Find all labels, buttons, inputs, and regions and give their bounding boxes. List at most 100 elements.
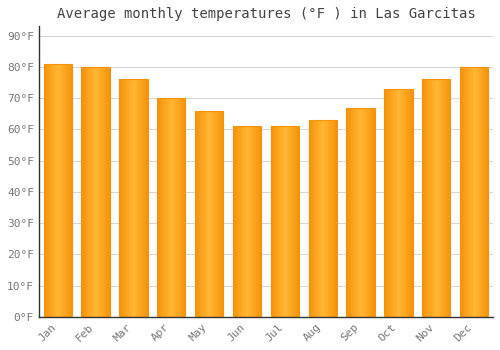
Bar xyxy=(336,120,337,317)
Bar xyxy=(331,120,332,317)
Bar xyxy=(353,107,354,317)
Bar xyxy=(185,98,186,317)
Bar xyxy=(359,107,360,317)
Bar xyxy=(68,64,69,317)
Bar xyxy=(298,126,299,317)
Bar xyxy=(215,111,216,317)
Bar xyxy=(198,111,199,317)
Bar xyxy=(195,111,224,317)
Bar xyxy=(274,126,275,317)
Bar xyxy=(209,111,210,317)
Bar xyxy=(484,67,485,317)
Bar xyxy=(139,79,140,317)
Bar xyxy=(474,67,475,317)
Bar xyxy=(119,79,148,317)
Bar xyxy=(478,67,479,317)
Bar xyxy=(108,67,109,317)
Bar xyxy=(482,67,484,317)
Bar xyxy=(481,67,482,317)
Bar xyxy=(470,67,472,317)
Bar xyxy=(141,79,142,317)
Bar xyxy=(257,126,258,317)
Bar xyxy=(354,107,355,317)
Bar xyxy=(286,126,287,317)
Bar xyxy=(486,67,487,317)
Bar xyxy=(434,79,435,317)
Bar xyxy=(96,67,97,317)
Bar xyxy=(64,64,65,317)
Bar xyxy=(109,67,110,317)
Bar xyxy=(144,79,145,317)
Bar xyxy=(82,67,83,317)
Bar xyxy=(70,64,71,317)
Bar xyxy=(444,79,445,317)
Bar xyxy=(207,111,208,317)
Bar xyxy=(174,98,175,317)
Bar xyxy=(233,126,234,317)
Bar xyxy=(446,79,447,317)
Bar xyxy=(204,111,205,317)
Bar xyxy=(410,89,411,317)
Bar xyxy=(366,107,367,317)
Bar xyxy=(324,120,325,317)
Bar xyxy=(127,79,128,317)
Bar xyxy=(67,64,68,317)
Bar xyxy=(87,67,88,317)
Bar xyxy=(312,120,313,317)
Bar xyxy=(310,120,312,317)
Bar xyxy=(102,67,104,317)
Bar xyxy=(196,111,197,317)
Bar xyxy=(50,64,51,317)
Bar xyxy=(256,126,257,317)
Bar xyxy=(233,126,261,317)
Bar xyxy=(128,79,129,317)
Bar xyxy=(206,111,207,317)
Bar xyxy=(49,64,50,317)
Bar xyxy=(404,89,405,317)
Bar xyxy=(355,107,356,317)
Bar xyxy=(54,64,55,317)
Bar xyxy=(278,126,279,317)
Bar xyxy=(368,107,369,317)
Bar xyxy=(360,107,362,317)
Bar xyxy=(107,67,108,317)
Bar xyxy=(275,126,276,317)
Bar xyxy=(295,126,296,317)
Bar xyxy=(250,126,252,317)
Bar xyxy=(313,120,314,317)
Bar xyxy=(167,98,168,317)
Bar xyxy=(218,111,219,317)
Bar xyxy=(237,126,238,317)
Bar xyxy=(282,126,284,317)
Bar xyxy=(214,111,215,317)
Bar xyxy=(138,79,139,317)
Bar xyxy=(254,126,255,317)
Bar xyxy=(88,67,89,317)
Bar xyxy=(346,107,347,317)
Bar xyxy=(326,120,327,317)
Bar xyxy=(427,79,428,317)
Bar xyxy=(95,67,96,317)
Bar xyxy=(45,64,46,317)
Bar xyxy=(296,126,297,317)
Bar xyxy=(467,67,468,317)
Bar xyxy=(184,98,185,317)
Bar xyxy=(358,107,359,317)
Bar xyxy=(71,64,72,317)
Bar xyxy=(384,89,385,317)
Bar xyxy=(465,67,466,317)
Bar xyxy=(389,89,390,317)
Bar xyxy=(316,120,317,317)
Bar xyxy=(244,126,245,317)
Bar xyxy=(62,64,64,317)
Bar xyxy=(85,67,86,317)
Bar xyxy=(425,79,426,317)
Bar xyxy=(294,126,295,317)
Bar xyxy=(132,79,134,317)
Bar xyxy=(48,64,49,317)
Bar xyxy=(106,67,107,317)
Bar xyxy=(277,126,278,317)
Bar xyxy=(422,79,423,317)
Bar xyxy=(387,89,388,317)
Bar xyxy=(199,111,200,317)
